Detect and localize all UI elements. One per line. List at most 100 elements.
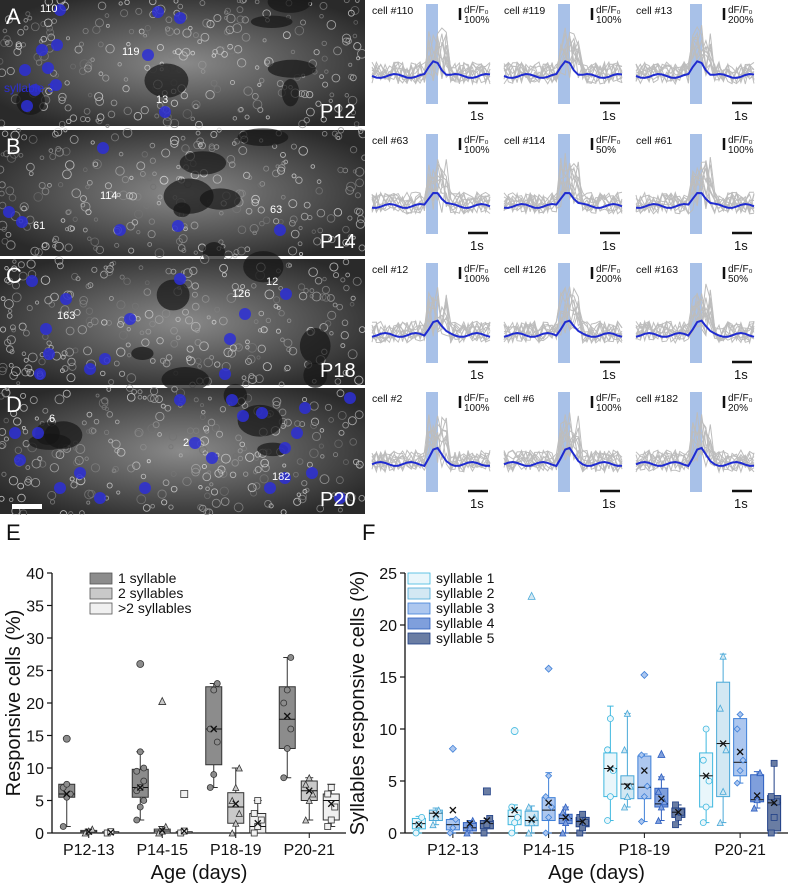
panel-label-A: A bbox=[6, 4, 21, 29]
neuron bbox=[12, 259, 17, 264]
data-point bbox=[561, 803, 570, 811]
neuron bbox=[157, 432, 162, 437]
neuron bbox=[226, 13, 236, 24]
neuron bbox=[79, 295, 89, 305]
data-point bbox=[637, 817, 646, 826]
micro-panel-C: 126 12 163 C P18 bbox=[0, 251, 366, 393]
neuron bbox=[112, 465, 119, 473]
neuron bbox=[257, 344, 266, 353]
neuron bbox=[226, 293, 237, 303]
data-point bbox=[232, 819, 240, 827]
neuron bbox=[251, 194, 260, 204]
neuron bbox=[329, 92, 335, 98]
responsive-cell-marker bbox=[94, 492, 106, 504]
data-point bbox=[305, 796, 313, 804]
neuron bbox=[296, 458, 304, 465]
data-point bbox=[327, 816, 335, 824]
neuron bbox=[123, 277, 131, 286]
responsive-cell-marker bbox=[74, 467, 86, 479]
neuron bbox=[140, 106, 149, 115]
neuron bbox=[61, 147, 71, 156]
neuron bbox=[79, 59, 90, 70]
box-syllable-2-P18-19 bbox=[620, 709, 635, 811]
data-point bbox=[525, 829, 533, 837]
stimulus-bar bbox=[690, 392, 702, 492]
amp-scale: 100% bbox=[464, 15, 490, 26]
neuron bbox=[5, 39, 13, 48]
neuron bbox=[58, 182, 64, 188]
time-scale: 1s bbox=[602, 108, 616, 123]
neuron bbox=[64, 243, 73, 252]
neuron bbox=[168, 444, 174, 450]
mean-marker bbox=[674, 808, 682, 816]
vessel bbox=[267, 59, 316, 78]
neuron bbox=[25, 465, 31, 470]
neuron bbox=[210, 131, 218, 139]
data-point bbox=[514, 813, 521, 821]
mean-marker bbox=[107, 828, 115, 836]
responsive-cell-marker bbox=[42, 62, 54, 74]
neuron bbox=[40, 21, 47, 27]
neuron bbox=[136, 494, 147, 505]
neuron bbox=[170, 485, 178, 493]
neuron bbox=[176, 164, 181, 170]
neuron bbox=[0, 326, 7, 333]
neuron bbox=[298, 252, 304, 257]
neuron bbox=[237, 455, 244, 462]
vessel bbox=[131, 346, 154, 361]
neuron bbox=[49, 463, 60, 473]
neuron bbox=[347, 215, 353, 221]
neuron bbox=[193, 140, 202, 150]
neuron bbox=[40, 35, 48, 43]
data-point bbox=[280, 699, 288, 707]
time-scale: 1s bbox=[470, 496, 484, 511]
cell-number: 163 bbox=[57, 310, 75, 322]
responsive-cell-marker bbox=[344, 392, 356, 404]
neuron bbox=[22, 329, 30, 337]
neuron bbox=[157, 489, 167, 499]
neuron bbox=[131, 302, 139, 310]
vessel bbox=[237, 404, 283, 437]
chart-e: 0 5 10 15 20 25 30 35 40 P12-13 P14-15 P18-19 P20-21… bbox=[0, 540, 350, 886]
neuron bbox=[211, 53, 217, 58]
neuron bbox=[282, 463, 287, 468]
box-syllable-3-P14-15 bbox=[541, 664, 556, 837]
neuron bbox=[68, 362, 77, 371]
box-syllable-4-P12-13 bbox=[462, 816, 477, 837]
neuron bbox=[219, 406, 227, 413]
responsive-cell-marker bbox=[239, 308, 251, 320]
neuron bbox=[87, 321, 93, 328]
neuron bbox=[175, 237, 183, 245]
data-point bbox=[716, 818, 724, 826]
neuron bbox=[0, 68, 7, 78]
neuron bbox=[322, 276, 327, 282]
mean-trace bbox=[503, 319, 623, 338]
neuron bbox=[219, 469, 228, 478]
neuron bbox=[275, 328, 281, 334]
data-point bbox=[446, 829, 454, 837]
mean-marker bbox=[770, 799, 778, 807]
x-tick-label: P14-15 bbox=[523, 842, 575, 859]
neuron bbox=[27, 352, 38, 363]
neuron bbox=[94, 92, 104, 102]
box-syllable-1-P14-15 bbox=[507, 727, 522, 837]
neuron bbox=[152, 421, 160, 429]
trial-trace bbox=[503, 436, 623, 472]
neuron bbox=[224, 15, 229, 20]
neuron bbox=[303, 117, 310, 124]
neuron bbox=[67, 225, 75, 233]
neuron bbox=[102, 74, 110, 82]
neuron bbox=[357, 128, 364, 134]
neuron bbox=[54, 147, 64, 157]
neuron bbox=[207, 396, 212, 401]
box--2-syllables-P18-19 bbox=[249, 797, 267, 837]
data-point bbox=[235, 764, 243, 772]
neuron bbox=[236, 246, 246, 256]
neuron bbox=[78, 41, 85, 47]
neuron bbox=[131, 219, 139, 226]
neuron bbox=[155, 411, 165, 422]
responsive-cell-marker bbox=[29, 84, 41, 96]
neuron bbox=[165, 354, 173, 361]
neuron bbox=[201, 409, 206, 415]
